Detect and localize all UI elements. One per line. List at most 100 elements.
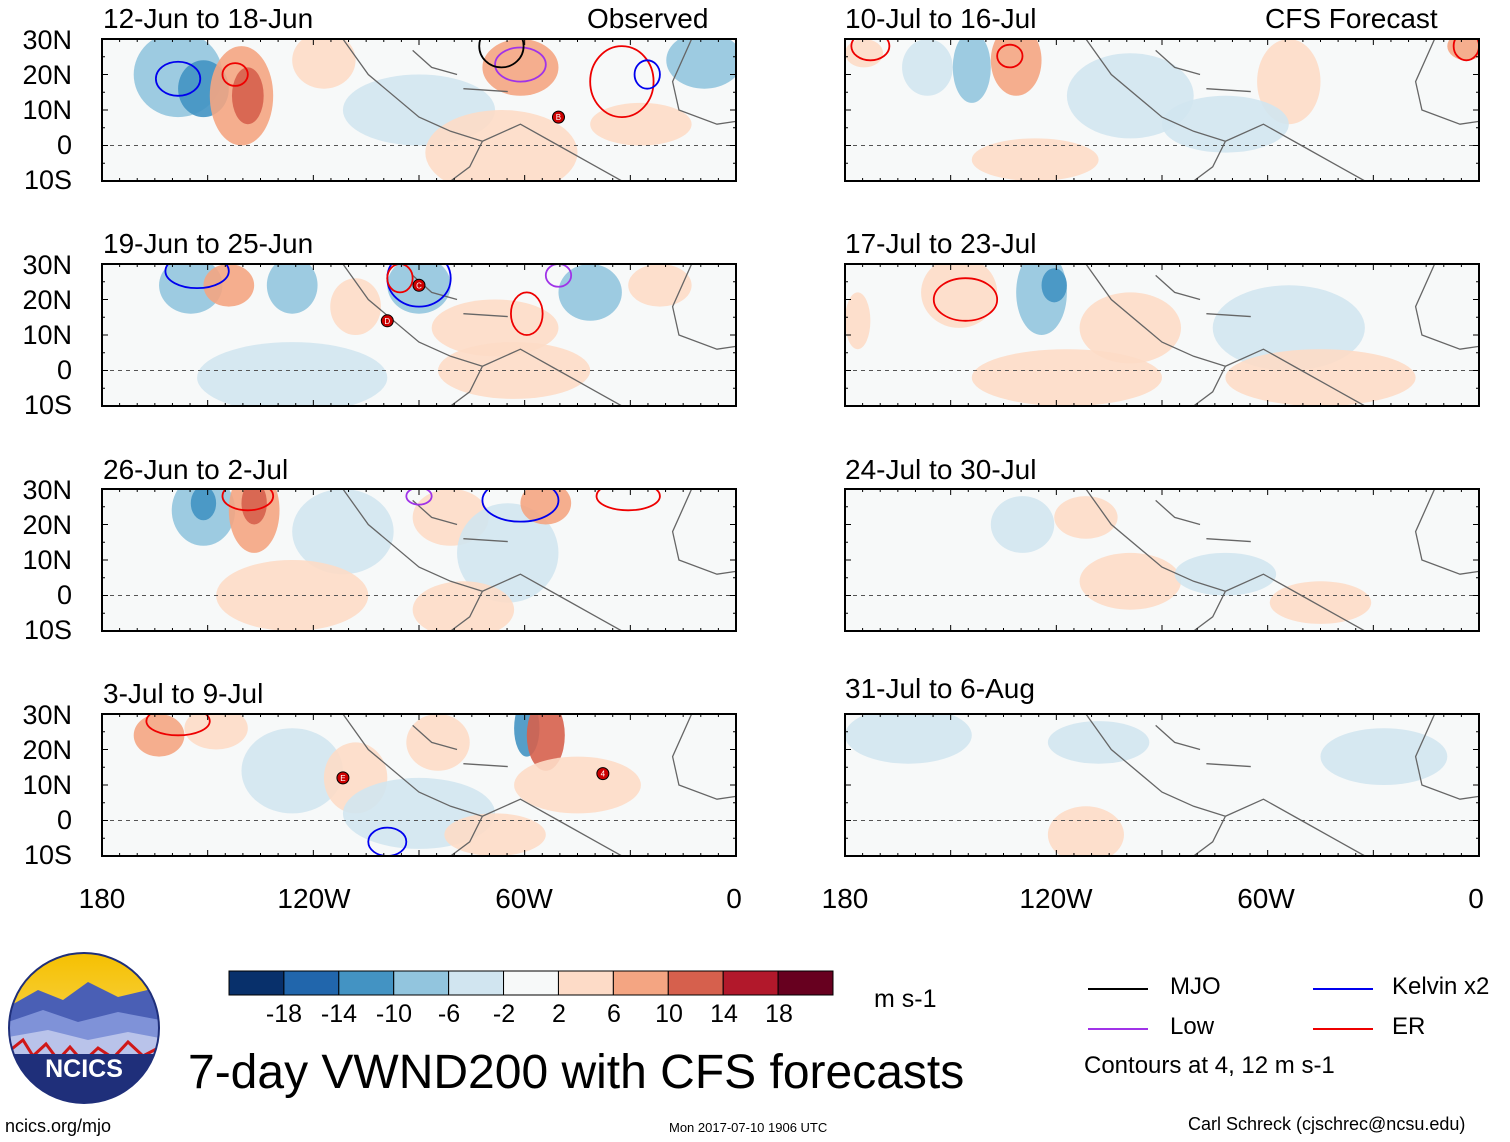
lon-label: 180 [78,883,126,914]
anomaly-shading [292,39,356,89]
lat-label: 20N [22,285,72,315]
anomaly-shading [902,39,953,96]
figure-title: 7-day VWND200 with CFS forecasts [188,1046,965,1099]
colorbar-tick: -18 [265,1000,303,1028]
anomaly-shading [1079,292,1182,364]
wave-contour [494,46,547,83]
anomaly-shading [241,728,343,814]
wave-contour [633,59,661,90]
anomaly-shading [514,756,641,814]
anomaly-shading [184,714,248,750]
anomaly-shading [628,264,692,307]
anomaly-shading [412,581,515,631]
anomaly-shading [241,489,267,525]
legend-line-mjo [1088,988,1148,990]
storm-label: D [384,317,390,326]
colorbar-swatch [667,970,724,996]
storm-label: B [556,113,561,122]
lat-label: 10S [23,165,72,195]
anomaly-shading [921,264,998,328]
anomaly-shading [1047,721,1150,764]
ncics-logo: NCICS [8,952,160,1104]
legend-line-er [1313,1028,1373,1030]
anomaly-shading [1054,496,1118,539]
wave-contour [595,489,661,512]
lat-label: 20N [22,60,72,90]
wave-contour [405,489,433,506]
lat-label: 10N [22,545,72,575]
anomaly-shading [203,264,255,307]
legend-line-low [1088,1028,1148,1030]
anomaly-shading [1174,552,1277,596]
panel-title-fcst-4: 31-Jul to 6-Aug [845,673,1035,704]
anomaly-shading [1269,581,1372,624]
anomaly-shading [952,39,991,103]
wave-contour [850,39,891,62]
anomaly-shading [292,489,394,575]
map-panel [844,713,1480,857]
colorbar-tick: 10 [655,1000,683,1028]
anomaly-shading [1162,95,1289,153]
map-panel [844,263,1480,407]
anomaly-shading [406,714,470,771]
anomaly-shading [1320,728,1448,785]
lon-label: 180 [821,883,869,914]
lat-label: 20N [22,735,72,765]
timestamp: Mon 2017-07-10 1906 UTC [669,1120,828,1135]
legend-label: MJO [1170,973,1221,1000]
colorbar-swatch [777,970,834,996]
map-panel [101,488,737,632]
panel-title-fcst-2: 17-Jul to 23-Jul [845,228,1037,259]
wave-contour [478,39,525,69]
site-url[interactable]: ncics.org/mjo [5,1116,112,1136]
colorbar-swatch [228,970,285,996]
lat-label: 0 [56,805,72,835]
lat-label: 10N [22,320,72,350]
panel-title-fcst-1: 10-Jul to 16-Jul [845,3,1037,34]
anomaly-shading [444,813,546,856]
panel-title-obs-3: 26-Jun to 2-Jul [103,454,289,485]
colorbar-tick: -6 [437,1000,461,1028]
colorbar-swatch [722,970,779,996]
colorbar-tick: 18 [765,1000,793,1028]
anomaly-shading [990,39,1042,96]
panel-title-obs-4: 3-Jul to 9-Jul [103,678,264,709]
lon-label: 0 [726,883,742,914]
lat-label: 10N [22,770,72,800]
anomaly-shading [1257,39,1321,125]
lat-label: 0 [56,130,72,160]
lat-label: 0 [56,355,72,385]
anomaly-shading [971,138,1099,181]
forecast-tag: CFS Forecast [1265,3,1438,34]
anomaly-shading [457,503,559,603]
anomaly-shading [558,264,622,321]
wave-contour [221,489,275,512]
anomaly-shading [1447,39,1479,61]
colorbar-tick: 14 [710,1000,738,1028]
wave-contour [510,291,544,336]
map-panel: B [101,38,737,182]
map-panel: CD [101,263,737,407]
storm-marker: E [336,771,350,785]
wave-contour [932,277,999,322]
anomaly-shading [526,714,565,771]
lat-label: 30N [22,250,72,280]
map-panel [844,38,1480,182]
anomaly-shading [190,489,217,521]
storm-marker: D [380,314,394,328]
anomaly-shading [1079,552,1182,610]
anomaly-shading [590,102,692,146]
panel-title-obs-1: 12-Jun to 18-Jun [103,3,314,34]
colorbar-swatch [503,970,559,996]
colorbar-swatch [283,970,340,996]
colorbar-tick: 6 [607,1000,621,1028]
anomaly-shading [845,292,871,350]
lat-label: 30N [22,475,72,505]
contour-note: Contours at 4, 12 m s-1 [1084,1052,1335,1079]
lat-label: 20N [22,510,72,540]
legend-line-kelvin [1313,988,1373,990]
legend-label: Kelvin x2 [1392,973,1490,1000]
colorbar-units: m s-1 [874,985,937,1013]
storm-marker: B [551,110,565,124]
